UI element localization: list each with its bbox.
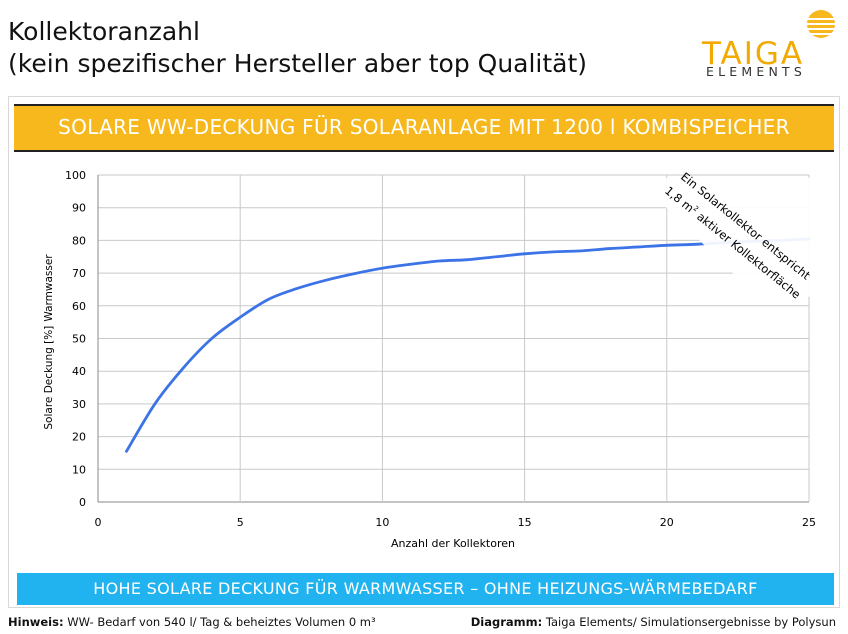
y-tick-label: 20 [72,431,86,444]
y-tick-label: 60 [72,300,86,313]
y-tick-label: 30 [72,398,86,411]
y-tick-label: 40 [72,365,86,378]
logo-subtitle: ELEMENTS [706,64,806,79]
y-tick-label: 0 [79,496,86,509]
y-tick-label: 50 [72,333,86,346]
footer-source-label: Diagramm: [470,615,543,629]
logo-word: TAIGA [702,36,805,72]
sun-logo-icon [803,10,839,38]
chart-annotation: Ein Solarkollektor entspricht 1,8 m2 akt… [636,169,820,302]
x-axis-label: Anzahl der Kollektoren [391,537,515,550]
series-line-warmwasser [125,237,811,453]
top-banner-text: SOLARE WW-DECKUNG FÜR SOLARANLAGE MIT 12… [58,115,790,139]
x-tick-label: 0 [95,516,102,529]
x-tick-label: 10 [375,516,389,529]
y-axis-label: Solare Deckung [%] Warmwasser [43,254,55,430]
taiga-elements-logo: TAIGA ELEMENTS [688,6,840,80]
bottom-banner: HOHE SOLARE DECKUNG FÜR WARMWASSER – OHN… [17,573,834,605]
x-tick-label: 5 [237,516,244,529]
y-tick-label: 70 [72,267,86,280]
annotation-line-2-sup: 2 [692,204,701,213]
bottom-banner-text: HOHE SOLARE DECKUNG FÜR WARMWASSER – OHN… [93,579,758,598]
footer-note-label: Hinweis: [8,615,64,629]
x-tick-label: 20 [660,516,674,529]
y-axis-label-part-2: Warmwasser [43,254,55,322]
footer-note: Hinweis: WW- Bedarf von 540 l/ Tag & beh… [8,615,376,629]
y-tick-label: 10 [72,463,86,476]
footer-note-text: WW- Bedarf von 540 l/ Tag & beheiztes Vo… [63,615,376,629]
x-tick-label: 25 [802,516,816,529]
y-tick-label: 80 [72,234,86,247]
title-line-2: (kein spezifischer Hersteller aber top Q… [8,49,588,78]
footer-source: Diagramm: Taiga Elements/ Simulationserg… [471,615,836,629]
y-tick-label: 100 [65,169,86,182]
title-line-1: Kollektoranzahl [8,17,200,46]
x-tick-label: 15 [518,516,532,529]
chart-ticks: 0 10 20 30 40 50 60 70 80 90 100 0 5 10 15 20 25 [65,169,816,529]
footer-source-text: Taiga Elements/ Simulationsergebnisse by… [542,615,836,629]
y-axis-label-part-1: Solare Deckung [%] [43,326,55,430]
top-banner: SOLARE WW-DECKUNG FÜR SOLARANLAGE MIT 12… [14,104,834,152]
page-title: Kollektoranzahl (kein spezifischer Herst… [8,16,587,80]
y-tick-label: 90 [72,202,86,215]
